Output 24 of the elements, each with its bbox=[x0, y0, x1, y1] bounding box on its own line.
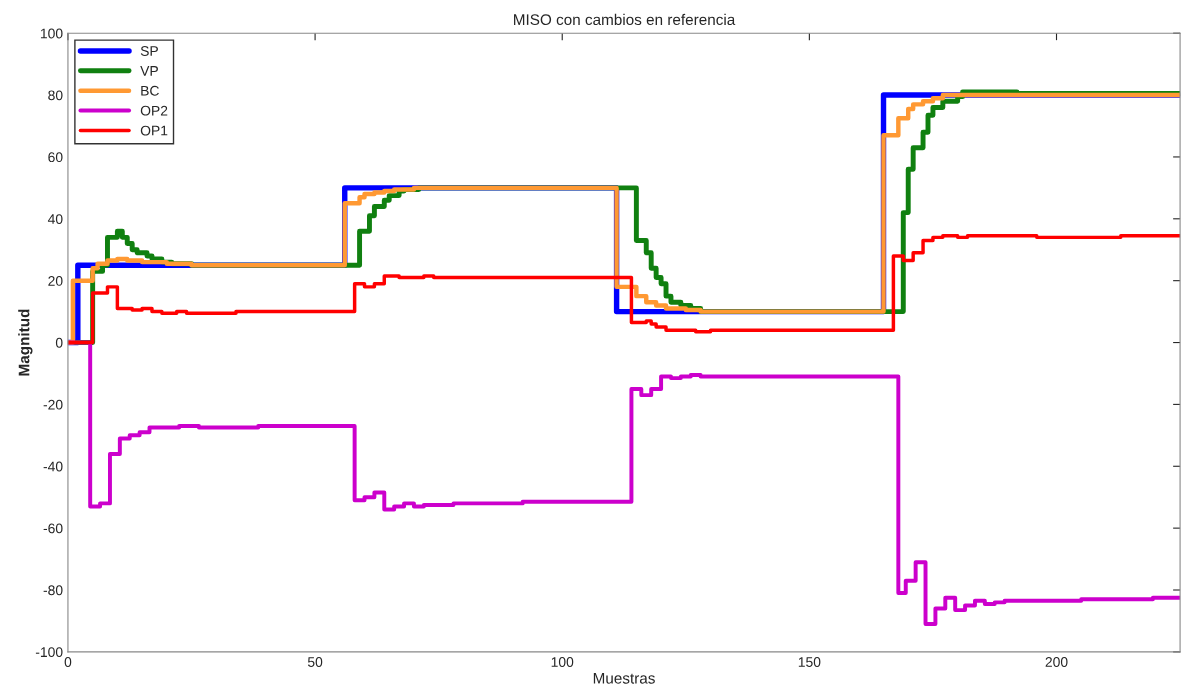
y-tick-label: 80 bbox=[48, 90, 63, 101]
legend-label: BC bbox=[141, 85, 159, 96]
x-tick-label: 150 bbox=[798, 657, 821, 667]
y-tick-label: -20 bbox=[43, 399, 63, 410]
x-tick-label: 200 bbox=[1045, 657, 1068, 667]
legend-label: OP1 bbox=[140, 125, 168, 136]
chart-title: MISO con cambios en referencia bbox=[514, 13, 736, 26]
y-tick-label: 40 bbox=[47, 214, 63, 224]
legend-label: OP2 bbox=[140, 105, 168, 116]
x-tick-label: 50 bbox=[307, 657, 323, 667]
x-tick-label: 100 bbox=[551, 657, 574, 667]
y-tick-label: -40 bbox=[43, 461, 63, 472]
y-axis-title: Magnitud bbox=[18, 309, 33, 376]
x-axis-title: Muestras bbox=[593, 673, 655, 684]
y-tick-label: 60 bbox=[48, 152, 63, 163]
x-tick-label: 0 bbox=[64, 657, 72, 667]
y-tick-label: -100 bbox=[35, 647, 63, 658]
y-tick-label: -60 bbox=[43, 523, 63, 534]
y-tick-label: 100 bbox=[40, 28, 63, 39]
y-tick-label: 20 bbox=[48, 276, 63, 286]
legend-label: SP bbox=[140, 46, 158, 56]
legend-label: VP bbox=[140, 66, 158, 76]
y-tick-label: -80 bbox=[43, 585, 63, 596]
y-tick-label: 0 bbox=[55, 337, 63, 348]
